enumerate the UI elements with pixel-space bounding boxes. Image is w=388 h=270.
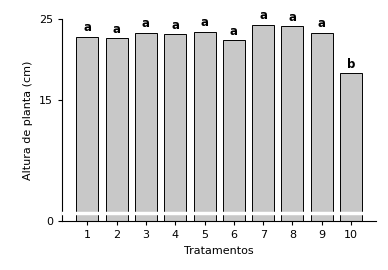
- Bar: [340, 73, 362, 221]
- Bar: [194, 32, 216, 221]
- Bar: [252, 25, 274, 221]
- Bar: [223, 40, 245, 221]
- Bar: [106, 38, 128, 221]
- Text: b: b: [347, 58, 355, 71]
- X-axis label: Tratamentos: Tratamentos: [184, 246, 254, 256]
- Bar: [281, 26, 303, 221]
- Text: a: a: [171, 19, 179, 32]
- Bar: [164, 34, 186, 221]
- Text: a: a: [83, 21, 91, 34]
- Text: a: a: [142, 17, 150, 30]
- Y-axis label: Altura de planta (cm): Altura de planta (cm): [23, 60, 33, 180]
- Bar: [311, 33, 333, 221]
- Bar: [76, 37, 98, 221]
- Bar: [135, 33, 157, 221]
- Text: a: a: [259, 9, 267, 22]
- Text: a: a: [289, 11, 296, 24]
- Text: a: a: [113, 23, 121, 36]
- Text: a: a: [318, 17, 326, 30]
- Text: a: a: [230, 25, 238, 38]
- Text: a: a: [201, 16, 209, 29]
